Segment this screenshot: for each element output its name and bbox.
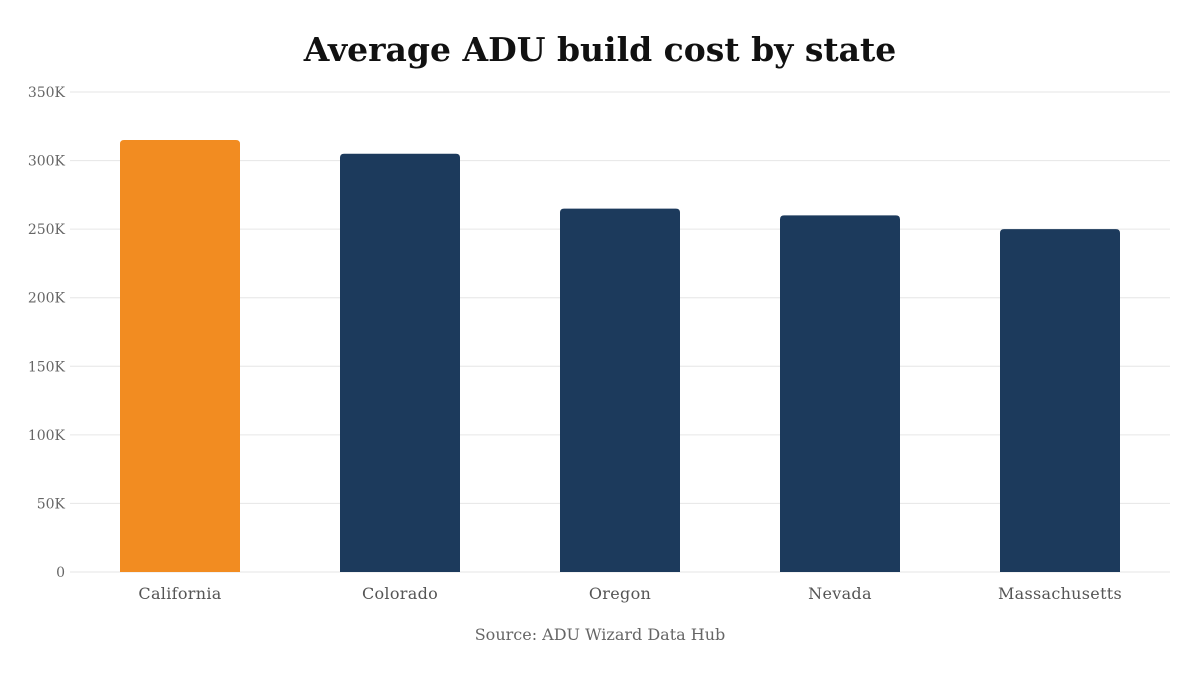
x-tick-label: Colorado	[362, 584, 438, 603]
x-tick-label: Nevada	[808, 584, 872, 603]
x-tick-label: Massachusetts	[998, 584, 1122, 603]
y-tick-label: 200K	[28, 291, 66, 307]
y-tick-label: 300K	[28, 154, 66, 170]
bar-california	[120, 140, 240, 572]
y-tick-label: 0	[56, 565, 65, 581]
y-tick-label: 150K	[28, 359, 66, 375]
bar-nevada	[780, 215, 900, 572]
y-tick-label: 100K	[28, 428, 66, 444]
bar-colorado	[340, 153, 460, 572]
y-tick-label: 50K	[37, 496, 66, 512]
chart-source: Source: ADU Wizard Data Hub	[474, 625, 726, 644]
bar-massachusetts	[1000, 229, 1120, 572]
chart-title: Average ADU build cost by state	[303, 30, 897, 69]
x-tick-label: California	[138, 584, 221, 603]
y-tick-label: 350K	[28, 85, 66, 101]
bar-oregon	[560, 208, 680, 573]
x-tick-label: Oregon	[589, 584, 651, 603]
y-tick-label: 250K	[28, 222, 66, 238]
